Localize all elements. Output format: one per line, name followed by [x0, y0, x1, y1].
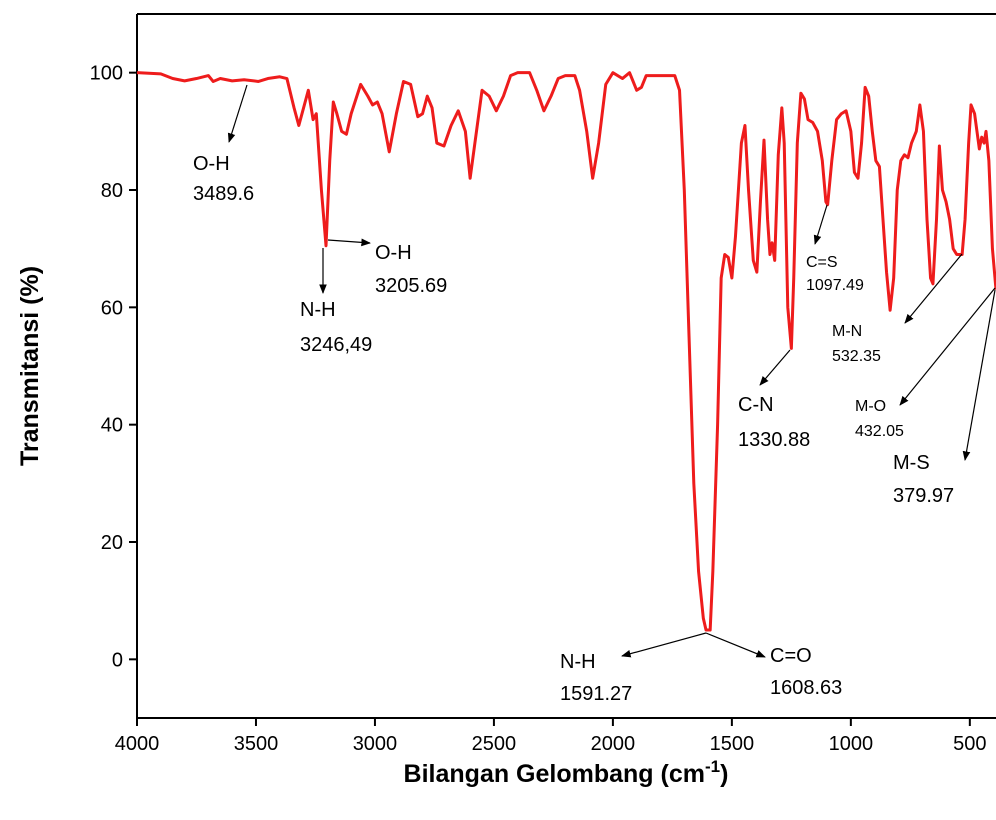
annotation-value: 1330.88 [738, 429, 810, 451]
annotation-label: O-H [193, 153, 230, 175]
x-axis-title: Bilangan Gelombang (cm-1) [404, 757, 729, 788]
annotation-arrow [327, 238, 371, 247]
annotation-arrow [227, 84, 248, 143]
annotation-arrow [813, 204, 828, 245]
y-tick-label: 0 [112, 649, 123, 671]
x-title-main: Bilangan Gelombang (cm [404, 760, 705, 788]
annotation-label: N-H [560, 651, 596, 673]
annotation-label: C=O [770, 645, 812, 667]
spectrum-line [136, 71, 996, 632]
annotation-label: M-O [855, 398, 886, 415]
annotation-arrow [621, 632, 707, 658]
x-tick-label: 500 [953, 733, 986, 755]
annotation-label: M-N [832, 323, 862, 340]
annotation-value: 3246,49 [300, 334, 372, 356]
x-title-sup: -1 [705, 757, 720, 776]
x-tick-label: 3500 [234, 733, 279, 755]
annotation-label: C=S [806, 254, 838, 271]
annotation-value: 379.97 [893, 485, 954, 507]
x-tick-label: 2000 [591, 733, 636, 755]
x-tick-label: 3000 [353, 733, 398, 755]
x-tick-label: 1500 [710, 733, 755, 755]
annotation-value: 1608.63 [770, 677, 842, 699]
x-title-end: ) [720, 760, 728, 788]
x-tick-label: 1000 [829, 733, 874, 755]
annotation-arrow [962, 289, 996, 461]
annotation-label: C-N [738, 394, 774, 416]
y-tick-label: 60 [101, 297, 123, 319]
y-tick-label: 100 [90, 63, 123, 85]
annotation-label: M-S [893, 452, 930, 474]
annotation-arrow [904, 253, 963, 324]
x-tick-label: 2500 [472, 733, 517, 755]
y-tick-label: 80 [101, 180, 123, 202]
annotation-value: 532.35 [832, 348, 881, 365]
annotation-arrow [705, 632, 766, 658]
annotation-label: O-H [375, 242, 412, 264]
annotation-arrow [899, 287, 996, 406]
annotation-arrow [759, 349, 791, 386]
annotation-value: 3489.6 [193, 183, 254, 205]
y-tick-label: 20 [101, 532, 123, 554]
annotation-value: 432.05 [855, 423, 904, 440]
x-tick-label: 4000 [115, 733, 160, 755]
annotation-value: 1097.49 [806, 277, 864, 294]
annotation-value: 3205.69 [375, 275, 447, 297]
y-axis-title: Transmitansi (%) [16, 266, 44, 466]
annotation-value: 1591.27 [560, 683, 632, 705]
y-tick-label: 40 [101, 415, 123, 437]
annotation-label: N-H [300, 299, 336, 321]
